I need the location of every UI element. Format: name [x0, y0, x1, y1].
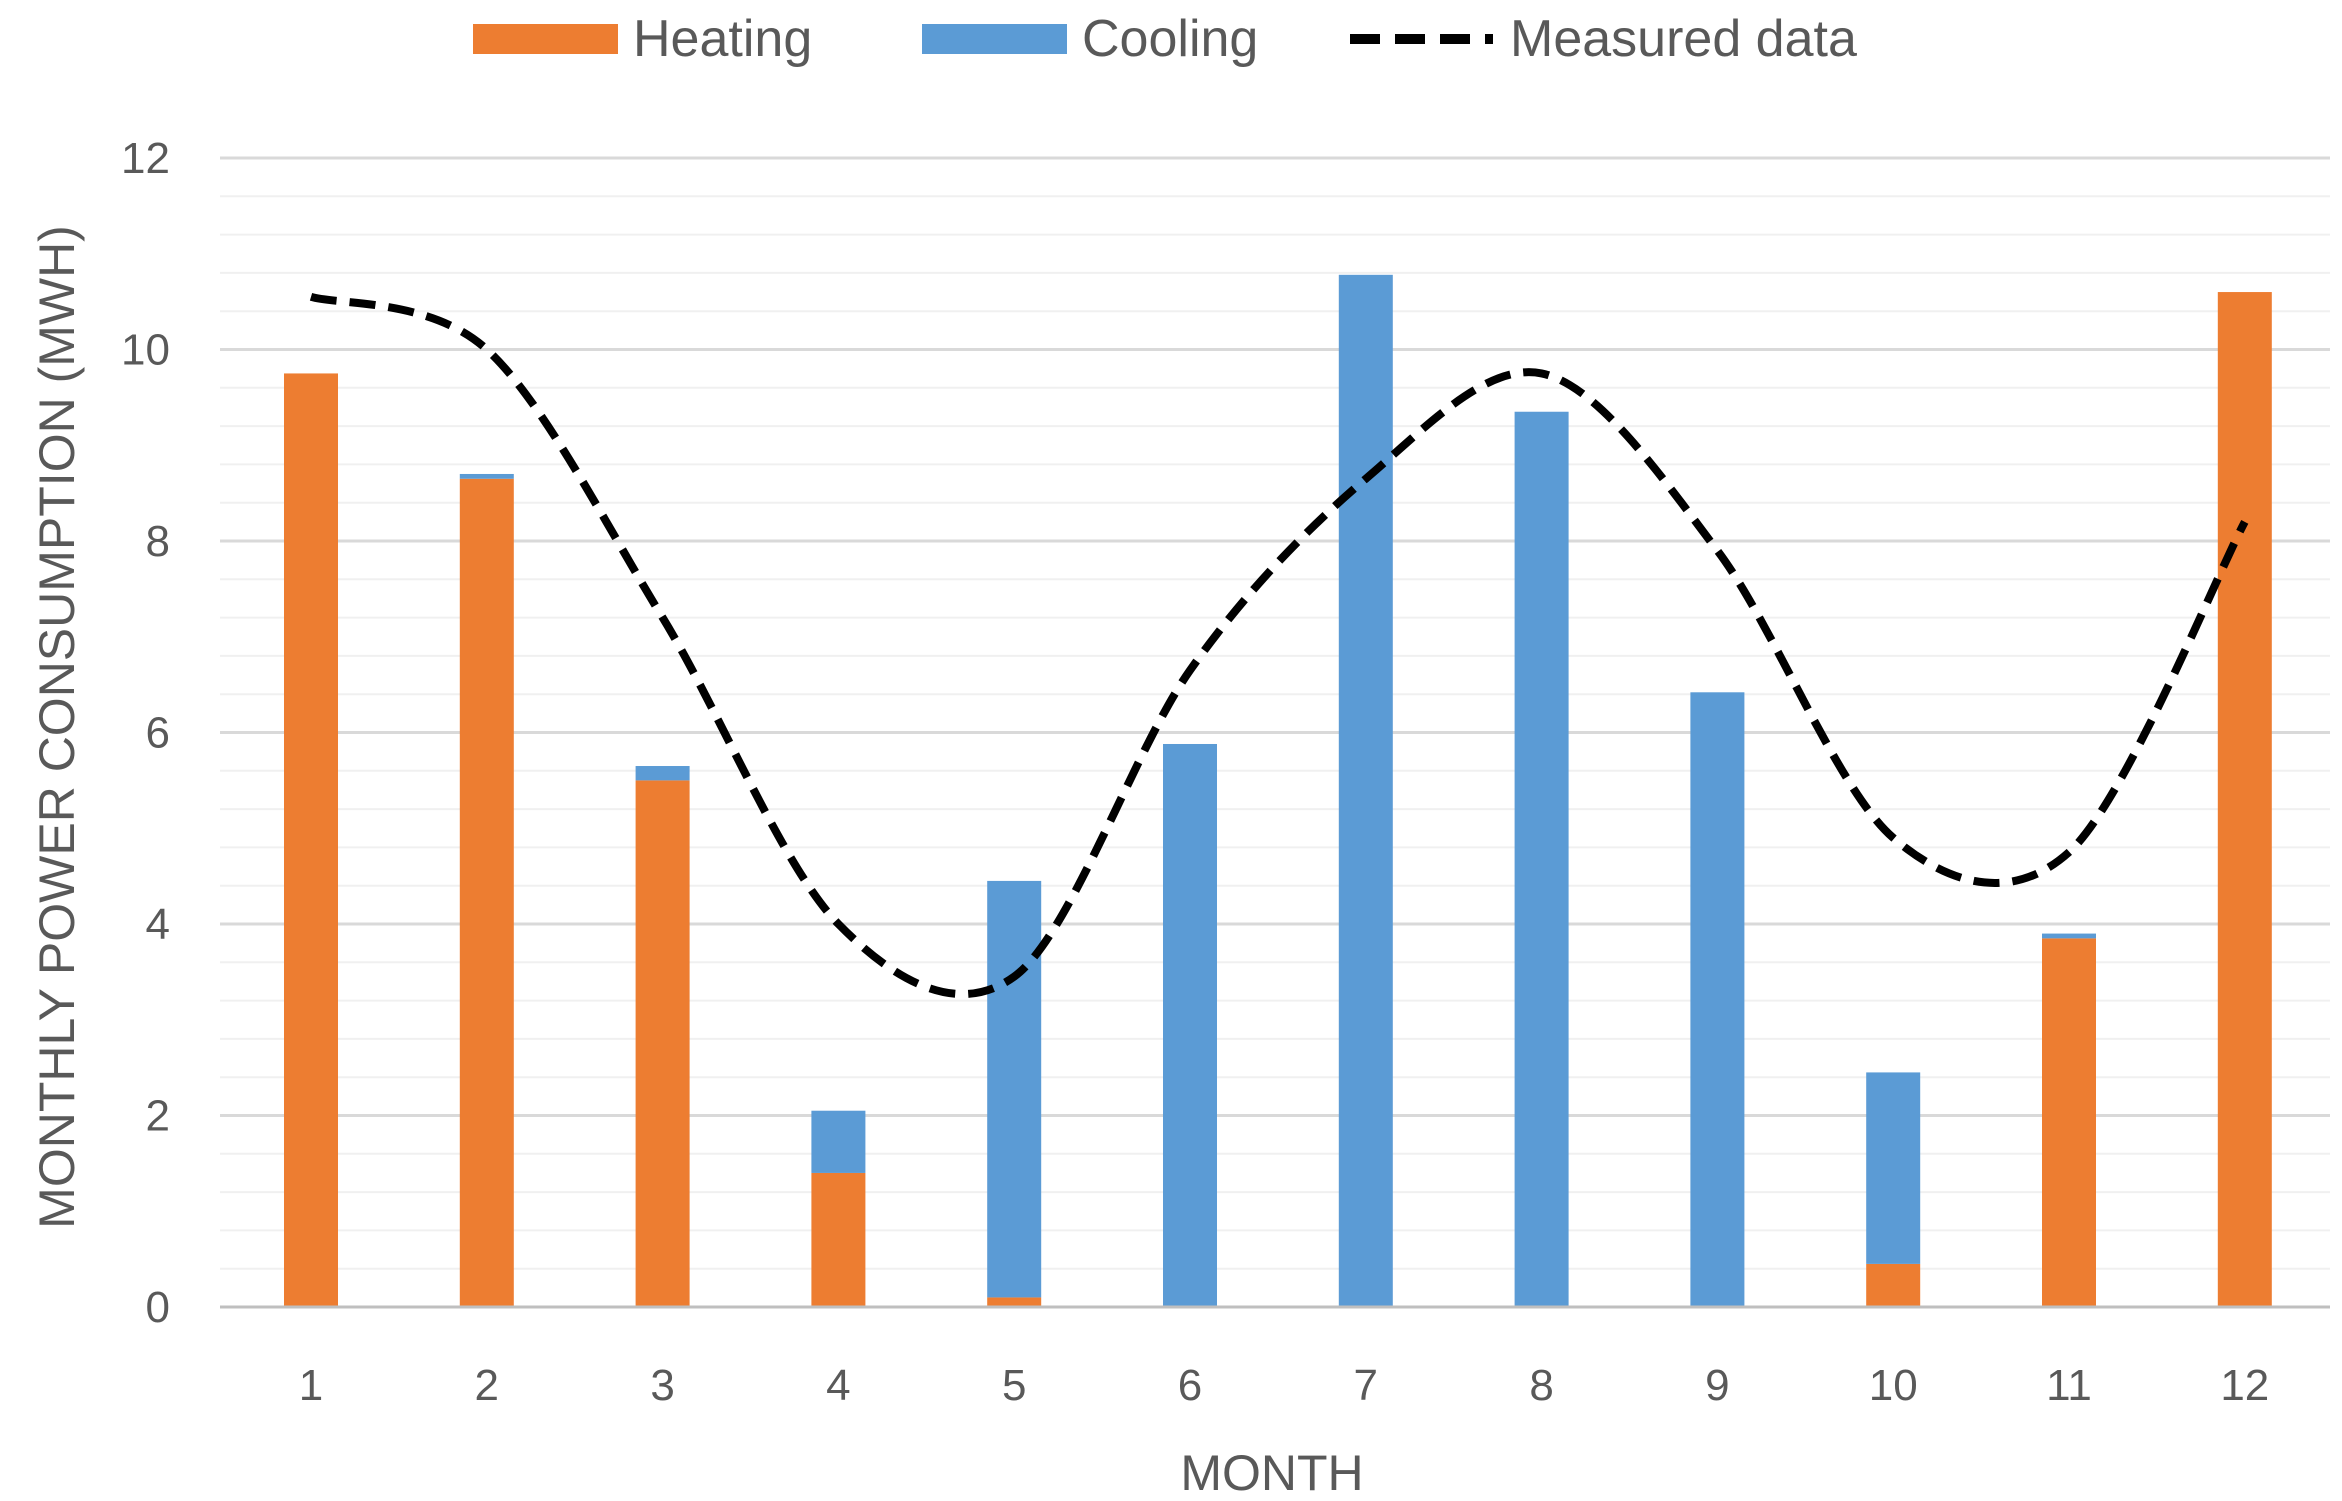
legend-swatch-cooling: [922, 24, 1067, 54]
legend-label-measured-data: Measured data: [1510, 10, 1857, 68]
y-axis-title: MONTHLY POWER CONSUMPTION (MWH): [29, 225, 85, 1229]
y-tick-label: 0: [146, 1283, 170, 1332]
x-tick-label: 5: [1002, 1361, 1026, 1410]
grid-layer: [220, 156, 2330, 1270]
y-tick-label: 6: [146, 709, 170, 758]
x-axis-title: MONTH: [1180, 1445, 1363, 1501]
x-tick-label: 7: [1354, 1361, 1378, 1410]
x-tick-label: 2: [475, 1361, 499, 1410]
y-tick-label: 12: [121, 134, 170, 183]
y-tick-label: 8: [146, 517, 170, 566]
bar-layer: [284, 274, 2272, 1308]
bar-heating: [635, 780, 690, 1307]
x-tick-label: 11: [2046, 1361, 2092, 1410]
x-tick-label: 10: [1869, 1361, 1918, 1410]
bar-cooling: [1338, 274, 1393, 1308]
x-tick-label: 3: [650, 1361, 674, 1410]
legend-label-heating: Heating: [633, 10, 812, 68]
bar-cooling: [459, 473, 514, 479]
bar-cooling: [1163, 743, 1217, 1307]
bar-heating: [284, 373, 338, 1307]
x-tick-label: 6: [1178, 1361, 1202, 1410]
x-tick-label: 9: [1705, 1361, 1729, 1410]
y-tick-label: 2: [146, 1092, 170, 1141]
bar-cooling: [1514, 411, 1569, 1307]
x-tick-label: 12: [2220, 1361, 2269, 1410]
legend: Heating Cooling Measured data: [473, 10, 1857, 68]
legend-swatch-heating: [473, 24, 618, 54]
measured-data-line: [309, 292, 2249, 998]
legend-label-cooling: Cooling: [1082, 10, 1258, 68]
x-tick-label: 4: [826, 1361, 850, 1410]
line-layer: [309, 292, 2249, 998]
y-tick-label: 4: [146, 900, 170, 949]
bar-heating: [2042, 938, 2096, 1307]
y-tick-label: 10: [121, 326, 170, 375]
bar-heating: [2217, 292, 2272, 1307]
x-tick-label: 8: [1529, 1361, 1553, 1410]
bar-heating: [987, 1297, 1042, 1307]
bar-cooling: [987, 880, 1042, 1298]
x-tick-label: 1: [299, 1361, 323, 1410]
bar-cooling: [1690, 692, 1745, 1307]
bar-heating: [459, 478, 514, 1307]
bar-cooling: [635, 766, 690, 781]
bar-heating: [811, 1172, 866, 1307]
bar-cooling: [2042, 933, 2096, 939]
bar-cooling: [1866, 1072, 1921, 1264]
bar-cooling: [811, 1110, 866, 1173]
bar-heating: [1866, 1263, 1921, 1307]
